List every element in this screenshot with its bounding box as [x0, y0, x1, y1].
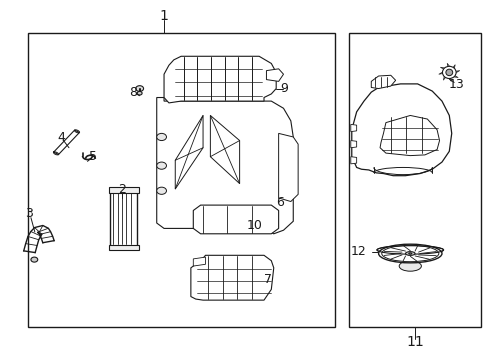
Text: 4: 4: [58, 131, 65, 144]
Polygon shape: [210, 116, 239, 184]
Polygon shape: [278, 134, 298, 202]
Ellipse shape: [442, 66, 455, 78]
Ellipse shape: [136, 86, 143, 91]
Polygon shape: [351, 84, 451, 176]
Polygon shape: [379, 116, 439, 156]
Text: 3: 3: [25, 207, 33, 220]
Ellipse shape: [408, 253, 411, 254]
Polygon shape: [110, 189, 137, 248]
Polygon shape: [175, 116, 203, 189]
Text: 11: 11: [406, 335, 423, 349]
Ellipse shape: [378, 244, 441, 263]
Polygon shape: [448, 72, 457, 77]
Polygon shape: [350, 140, 356, 148]
Polygon shape: [266, 69, 283, 81]
Polygon shape: [350, 157, 356, 164]
Text: 7: 7: [264, 273, 271, 286]
Polygon shape: [370, 75, 395, 89]
Text: 9: 9: [280, 82, 288, 95]
Text: 8: 8: [129, 86, 137, 99]
Polygon shape: [163, 56, 276, 103]
Polygon shape: [448, 65, 454, 72]
Bar: [348, 33, 480, 327]
Ellipse shape: [376, 246, 443, 254]
Polygon shape: [109, 244, 139, 250]
Ellipse shape: [445, 69, 452, 76]
Ellipse shape: [405, 252, 414, 255]
Ellipse shape: [157, 162, 166, 169]
Polygon shape: [193, 257, 205, 266]
Polygon shape: [157, 98, 293, 234]
Ellipse shape: [53, 152, 59, 155]
Text: 1: 1: [159, 9, 168, 23]
Ellipse shape: [398, 261, 421, 271]
Text: 10: 10: [246, 219, 262, 233]
Polygon shape: [54, 130, 79, 154]
Text: 2: 2: [118, 183, 125, 196]
Text: 13: 13: [448, 78, 464, 91]
Polygon shape: [190, 255, 273, 300]
Ellipse shape: [157, 187, 166, 194]
Polygon shape: [438, 72, 448, 74]
Polygon shape: [448, 71, 459, 72]
Polygon shape: [448, 72, 450, 82]
Polygon shape: [446, 63, 448, 72]
Ellipse shape: [137, 91, 142, 95]
Ellipse shape: [157, 134, 166, 140]
Text: 12: 12: [350, 245, 366, 258]
Bar: [27, 33, 334, 327]
Polygon shape: [350, 125, 356, 132]
Ellipse shape: [31, 257, 38, 262]
Ellipse shape: [74, 130, 80, 133]
Polygon shape: [440, 67, 448, 72]
Polygon shape: [193, 205, 278, 234]
Text: 6: 6: [275, 196, 283, 209]
Text: 5: 5: [89, 150, 97, 163]
Polygon shape: [109, 187, 139, 193]
Polygon shape: [443, 72, 448, 80]
